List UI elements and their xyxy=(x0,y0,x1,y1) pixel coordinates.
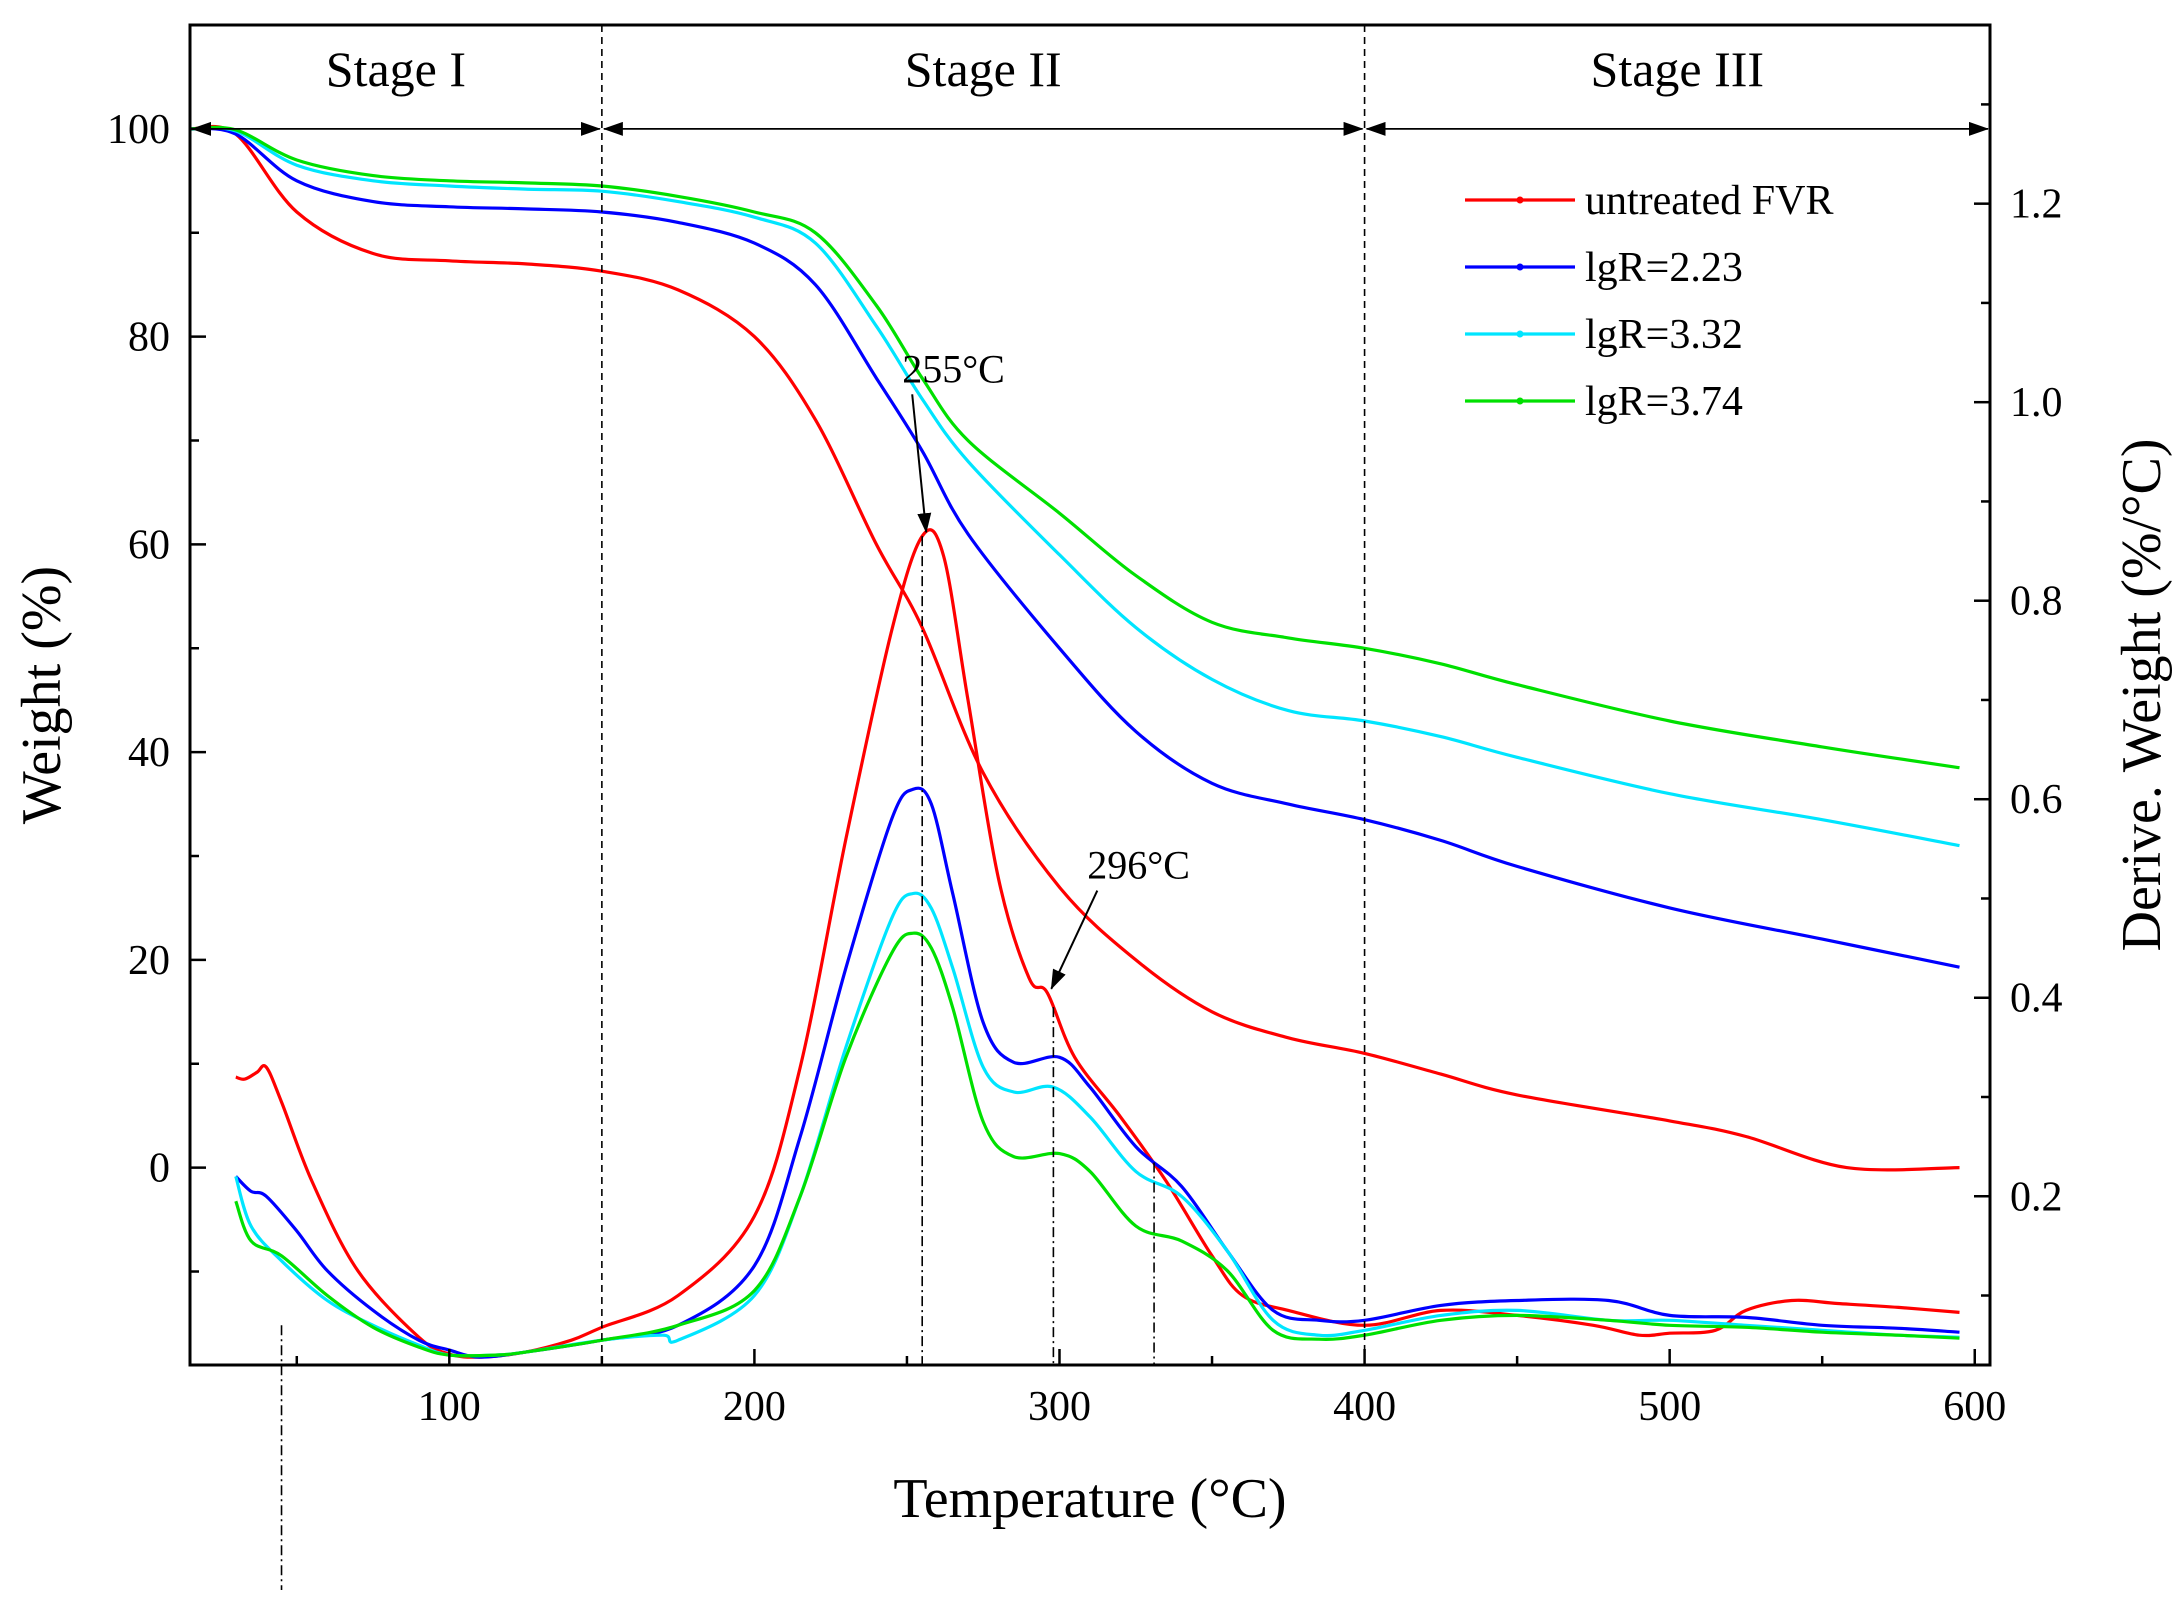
x-tick-label: 100 xyxy=(418,1384,481,1430)
stage-label: Stage I xyxy=(326,41,466,97)
legend-label: untreated FVR xyxy=(1585,178,1833,224)
y-left-tick-label: 20 xyxy=(128,938,170,984)
y-right-tick-label: 1.2 xyxy=(2010,182,2063,228)
annotation-arrow xyxy=(1050,890,1099,990)
y-left-tick-label: 80 xyxy=(128,315,170,361)
x-axis-title: Temperature (°C) xyxy=(893,1468,1286,1530)
dtg-line-2 xyxy=(234,891,1960,1358)
annotation-arrow xyxy=(911,394,932,534)
y-right-tick-label: 0.8 xyxy=(2010,579,2063,625)
y-right-tick-label: 0.4 xyxy=(2010,976,2063,1022)
legend-label: lgR=3.74 xyxy=(1585,379,1743,425)
legend-label: lgR=3.32 xyxy=(1585,312,1743,358)
tg-line-2 xyxy=(189,126,1960,848)
y-right-tick-label: 1.0 xyxy=(2010,380,2063,426)
curves-group xyxy=(189,124,1960,1359)
stage-label: Stage III xyxy=(1591,41,1765,97)
legend-marker xyxy=(1516,397,1524,405)
y-right-tick-label: 0.2 xyxy=(2010,1174,2063,1220)
peak-annotation: 296°C xyxy=(1087,843,1190,888)
legend-marker xyxy=(1516,330,1524,338)
dtg-line-3 xyxy=(234,931,1960,1358)
x-tick-label: 400 xyxy=(1333,1384,1396,1430)
y-right-tick-label: 0.6 xyxy=(2010,777,2063,823)
y-left-tick-label: 0 xyxy=(149,1146,170,1192)
y-left-tick-label: 40 xyxy=(128,730,170,776)
tg-line-0 xyxy=(189,124,1960,1172)
legend-marker xyxy=(1516,263,1524,271)
y-left-tick-label: 60 xyxy=(128,522,170,568)
y-left-axis-title: Weight (%) xyxy=(11,566,73,824)
stage-label: Stage II xyxy=(905,41,1062,97)
tg-line-3 xyxy=(189,125,1960,770)
dtg-line-1 xyxy=(234,786,1960,1359)
x-tick-label: 500 xyxy=(1638,1384,1701,1430)
tg-line-1 xyxy=(189,126,1960,969)
plot-frame xyxy=(188,23,1992,1367)
x-tick-label: 300 xyxy=(1028,1384,1091,1430)
y-right-axis-title: Derive. Weight (%/°C) xyxy=(2111,439,2173,952)
peak-annotation: 255°C xyxy=(902,346,1005,391)
y-left-tick-label: 100 xyxy=(107,107,170,153)
x-tick-label: 200 xyxy=(723,1384,786,1430)
legend-marker xyxy=(1516,196,1524,204)
x-tick-label: 600 xyxy=(1943,1384,2006,1430)
dtg-line-0 xyxy=(235,528,1960,1359)
legend-label: lgR=2.23 xyxy=(1585,245,1743,291)
